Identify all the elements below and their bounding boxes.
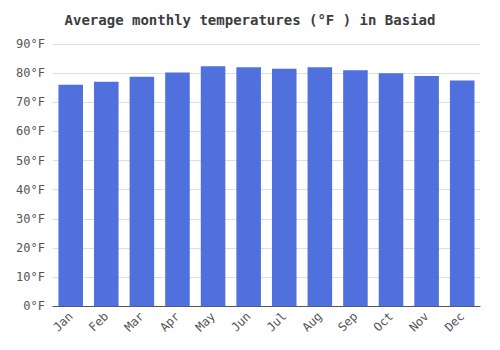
- svg-text:Mar: Mar: [122, 309, 147, 334]
- svg-text:10°F: 10°F: [16, 270, 45, 284]
- svg-text:Dec: Dec: [442, 309, 467, 334]
- svg-text:Jan: Jan: [50, 309, 75, 334]
- svg-text:60°F: 60°F: [16, 124, 45, 138]
- svg-text:30°F: 30°F: [16, 212, 45, 226]
- svg-text:40°F: 40°F: [16, 183, 45, 197]
- svg-text:Aug: Aug: [300, 309, 325, 334]
- svg-text:May: May: [193, 309, 218, 334]
- svg-text:50°F: 50°F: [16, 154, 45, 168]
- svg-text:Jul: Jul: [264, 309, 289, 334]
- svg-text:Jun: Jun: [228, 309, 253, 334]
- svg-text:Apr: Apr: [157, 309, 182, 334]
- svg-text:20°F: 20°F: [16, 241, 45, 255]
- svg-text:Oct: Oct: [371, 309, 396, 334]
- svg-text:Nov: Nov: [406, 309, 431, 334]
- svg-text:Sep: Sep: [335, 309, 360, 334]
- svg-text:80°F: 80°F: [16, 66, 45, 80]
- svg-text:Feb: Feb: [86, 309, 111, 334]
- svg-text:70°F: 70°F: [16, 95, 45, 109]
- svg-text:0°F: 0°F: [23, 299, 45, 313]
- svg-text:90°F: 90°F: [16, 37, 45, 51]
- svg-text:Average monthly temperatures (: Average monthly temperatures (°F ) in Ba…: [65, 12, 436, 28]
